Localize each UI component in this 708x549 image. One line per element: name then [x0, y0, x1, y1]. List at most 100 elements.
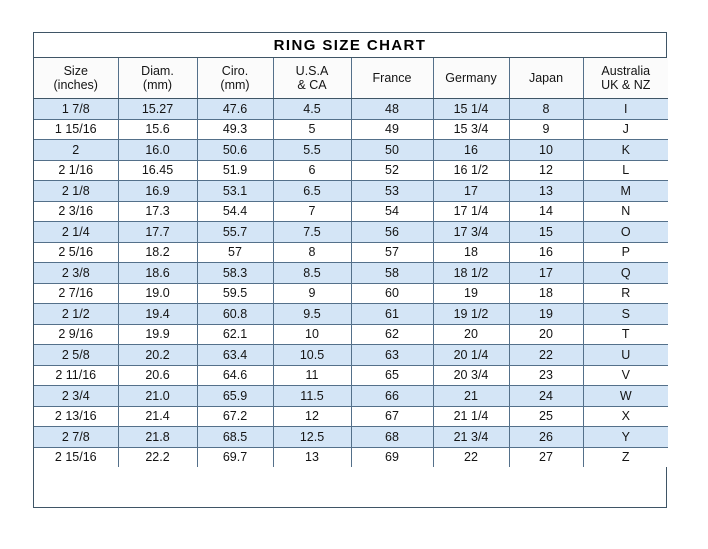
table-cell: 2 15/16 [34, 447, 119, 467]
table-cell: 54.4 [196, 201, 274, 222]
table-header: Size (inches) Diam. (mm) Ciro. (mm) U.S.A & CA F… [34, 58, 668, 99]
column-header-line1: Diam. [141, 64, 174, 78]
table-cell: 11 [272, 365, 352, 386]
table-cell: 18.2 [117, 242, 198, 263]
table-cell: 8 [272, 242, 352, 263]
table-cell: 2 3/8 [34, 262, 119, 284]
column-header-line1: Size [63, 64, 88, 78]
table-cell: 63 [350, 344, 434, 366]
table-cell: 19.0 [117, 283, 198, 304]
table-cell: 12 [272, 406, 352, 427]
table-row: 2 5/16 18.2 57 8 57 18 16 P [34, 242, 668, 263]
table-cell: 19 [432, 283, 510, 304]
table-cell: 2 3/16 [34, 201, 119, 222]
table-cell: 10.5 [272, 344, 352, 366]
table-cell: 65 [350, 365, 434, 386]
table-cell: 21.4 [117, 406, 198, 427]
table-cell: 18.6 [117, 262, 198, 284]
table-cell: 20 [432, 324, 510, 345]
ring-size-table: Size (inches) Diam. (mm) Ciro. (mm) U.S.A & CA F… [34, 58, 668, 467]
column-header-line1: Ciro. [221, 64, 249, 78]
table-cell: V [582, 365, 668, 386]
table-cell: M [582, 180, 668, 202]
table-cell: Q [582, 262, 668, 284]
table-cell: 19 [508, 303, 584, 325]
table-cell: 17 [508, 262, 584, 284]
table-cell: 20 1/4 [432, 344, 510, 366]
table-cell: 2 5/8 [34, 344, 119, 366]
table-cell: 53.1 [196, 180, 274, 202]
table-cell: 18 [508, 283, 584, 304]
column-header-line2: (inches) [53, 78, 98, 92]
table-cell: 12.5 [272, 426, 352, 448]
table-cell: 9 [508, 119, 584, 140]
table-cell: 58 [350, 262, 434, 284]
table-cell: 2 7/8 [34, 426, 119, 448]
table-cell: 15 1/4 [432, 98, 510, 120]
table-row: 2 7/16 19.0 59.5 9 60 19 18 R [34, 283, 668, 304]
column-header-line1: Japan [528, 71, 564, 85]
table-cell: 17 3/4 [432, 221, 510, 243]
table-cell: 54 [350, 201, 434, 222]
table-cell: 6 [272, 160, 352, 181]
table-cell: N [582, 201, 668, 222]
table-row: 2 1/8 16.9 53.1 6.5 53 17 13 M [34, 180, 668, 202]
table-cell: 1 7/8 [34, 98, 119, 120]
table-row: 2 15/16 22.2 69.7 13 69 22 27 Z [34, 447, 668, 467]
table-cell: 67.2 [196, 406, 274, 427]
table-cell: 13 [272, 447, 352, 467]
table-cell: 15 [508, 221, 584, 243]
table-cell: 24 [508, 385, 584, 407]
table-cell: 2 1/16 [34, 160, 119, 181]
table-cell: 49 [350, 119, 434, 140]
table-cell: 15.27 [117, 98, 198, 120]
table-cell: 48 [350, 98, 434, 120]
table-row: 1 15/16 15.6 49.3 5 49 15 3/4 9 J [34, 119, 668, 140]
column-header-line2: (mm) [220, 78, 250, 92]
table-cell: S [582, 303, 668, 325]
table-cell: 60.8 [196, 303, 274, 325]
table-cell: 57 [196, 242, 274, 263]
table-cell: 68 [350, 426, 434, 448]
column-header-6: Japan [508, 58, 584, 99]
table-cell: 21 1/4 [432, 406, 510, 427]
table-cell: 50 [350, 139, 434, 161]
column-header-3: U.S.A & CA [272, 58, 352, 99]
table-cell: 2 [34, 139, 119, 161]
table-cell: 2 11/16 [34, 365, 119, 386]
column-header-line1: France [372, 71, 412, 85]
table-row: 2 1/4 17.7 55.7 7.5 56 17 3/4 15 O [34, 221, 668, 243]
table-body: 1 7/8 15.27 47.6 4.5 48 15 1/4 8 I 1 15/16 15.6 49… [34, 98, 668, 467]
table-cell: W [582, 385, 668, 407]
table-cell: 9 [272, 283, 352, 304]
table-cell: 47.6 [196, 98, 274, 120]
column-header-line2: UK & NZ [601, 78, 651, 92]
table-cell: 17 1/4 [432, 201, 510, 222]
table-cell: 52 [350, 160, 434, 181]
table-cell: 21 3/4 [432, 426, 510, 448]
table-cell: 2 9/16 [34, 324, 119, 345]
column-header-line2: & CA [297, 78, 327, 92]
table-cell: 13 [508, 180, 584, 202]
table-cell: Z [582, 447, 668, 467]
table-cell: 26 [508, 426, 584, 448]
table-row: 2 3/4 21.0 65.9 11.5 66 21 24 W [34, 385, 668, 407]
table-cell: 20 [508, 324, 584, 345]
table-cell: 62 [350, 324, 434, 345]
table-cell: 11.5 [272, 385, 352, 407]
column-header-5: Germany [432, 58, 510, 99]
table-cell: 64.6 [196, 365, 274, 386]
table-cell: 9.5 [272, 303, 352, 325]
table-cell: 49.3 [196, 119, 274, 140]
table-cell: 2 7/16 [34, 283, 119, 304]
table-cell: O [582, 221, 668, 243]
table-cell: 15 3/4 [432, 119, 510, 140]
table-cell: 18 [432, 242, 510, 263]
table-cell: 19 1/2 [432, 303, 510, 325]
column-header-line1: U.S.A [295, 64, 329, 78]
table-row: 2 7/8 21.8 68.5 12.5 68 21 3/4 26 Y [34, 426, 668, 448]
column-header-0: Size (inches) [34, 58, 119, 99]
table-cell: I [582, 98, 668, 120]
table-cell: 2 3/4 [34, 385, 119, 407]
